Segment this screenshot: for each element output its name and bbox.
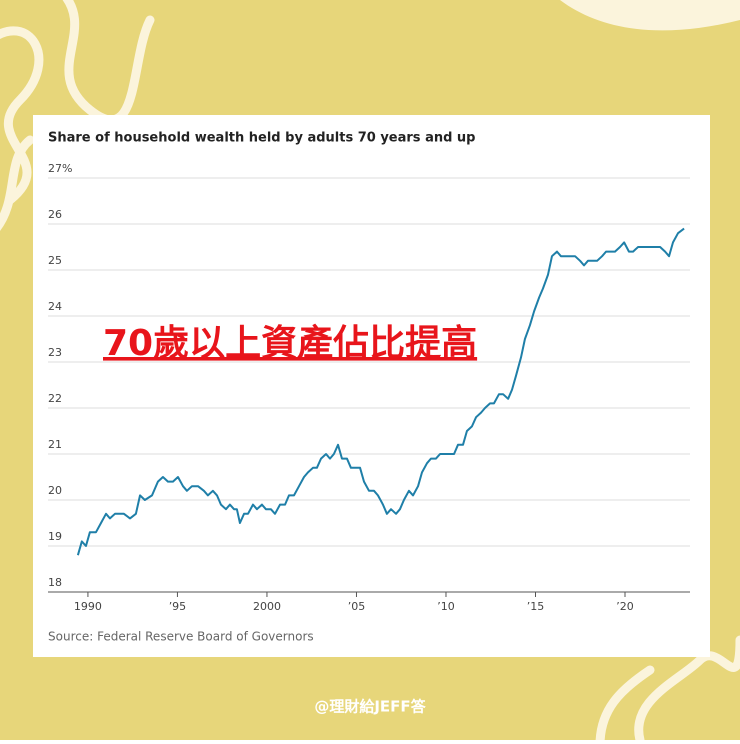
annotation: 70歲以上資產佔比提高 bbox=[103, 323, 477, 364]
y-tick-label: 21 bbox=[48, 438, 62, 451]
x-tick-label: ’10 bbox=[437, 600, 455, 613]
y-tick-label: 27% bbox=[48, 162, 72, 175]
x-tick-label: ’05 bbox=[348, 600, 366, 613]
y-tick-label: 23 bbox=[48, 346, 62, 359]
watermark: @理財給JEFF答 bbox=[314, 698, 426, 716]
y-tick-label: 26 bbox=[48, 208, 62, 221]
y-tick-label: 20 bbox=[48, 484, 62, 497]
squiggle bbox=[595, 665, 655, 744]
x-tick-label: ’15 bbox=[527, 600, 545, 613]
squiggle bbox=[0, 26, 44, 205]
x-tick-label: ’95 bbox=[169, 600, 187, 613]
chart-title: Share of household wealth held by adults… bbox=[48, 131, 475, 146]
y-tick-label: 24 bbox=[48, 300, 62, 313]
squiggle bbox=[62, 0, 155, 125]
y-tick-label: 18 bbox=[48, 576, 62, 589]
y-tick-label: 22 bbox=[48, 392, 62, 405]
plot: 18 19 20 21 22 23 24 25 26 27% 1990 ’95 2000 ’05 ’10 ’1… bbox=[48, 162, 690, 613]
x-tick-label: ’20 bbox=[616, 600, 634, 613]
y-tick-label: 19 bbox=[48, 530, 62, 543]
y-tick-label: 25 bbox=[48, 254, 62, 267]
source: Source: Federal Reserve Board of Governo… bbox=[48, 630, 314, 644]
squiggle bbox=[634, 635, 740, 744]
x-tick-label: 1990 bbox=[74, 600, 102, 613]
squiggle bbox=[0, 135, 35, 231]
card bbox=[33, 115, 710, 657]
blob bbox=[560, 0, 740, 31]
x-tick-label: 2000 bbox=[253, 600, 281, 613]
line bbox=[76, 227, 685, 556]
